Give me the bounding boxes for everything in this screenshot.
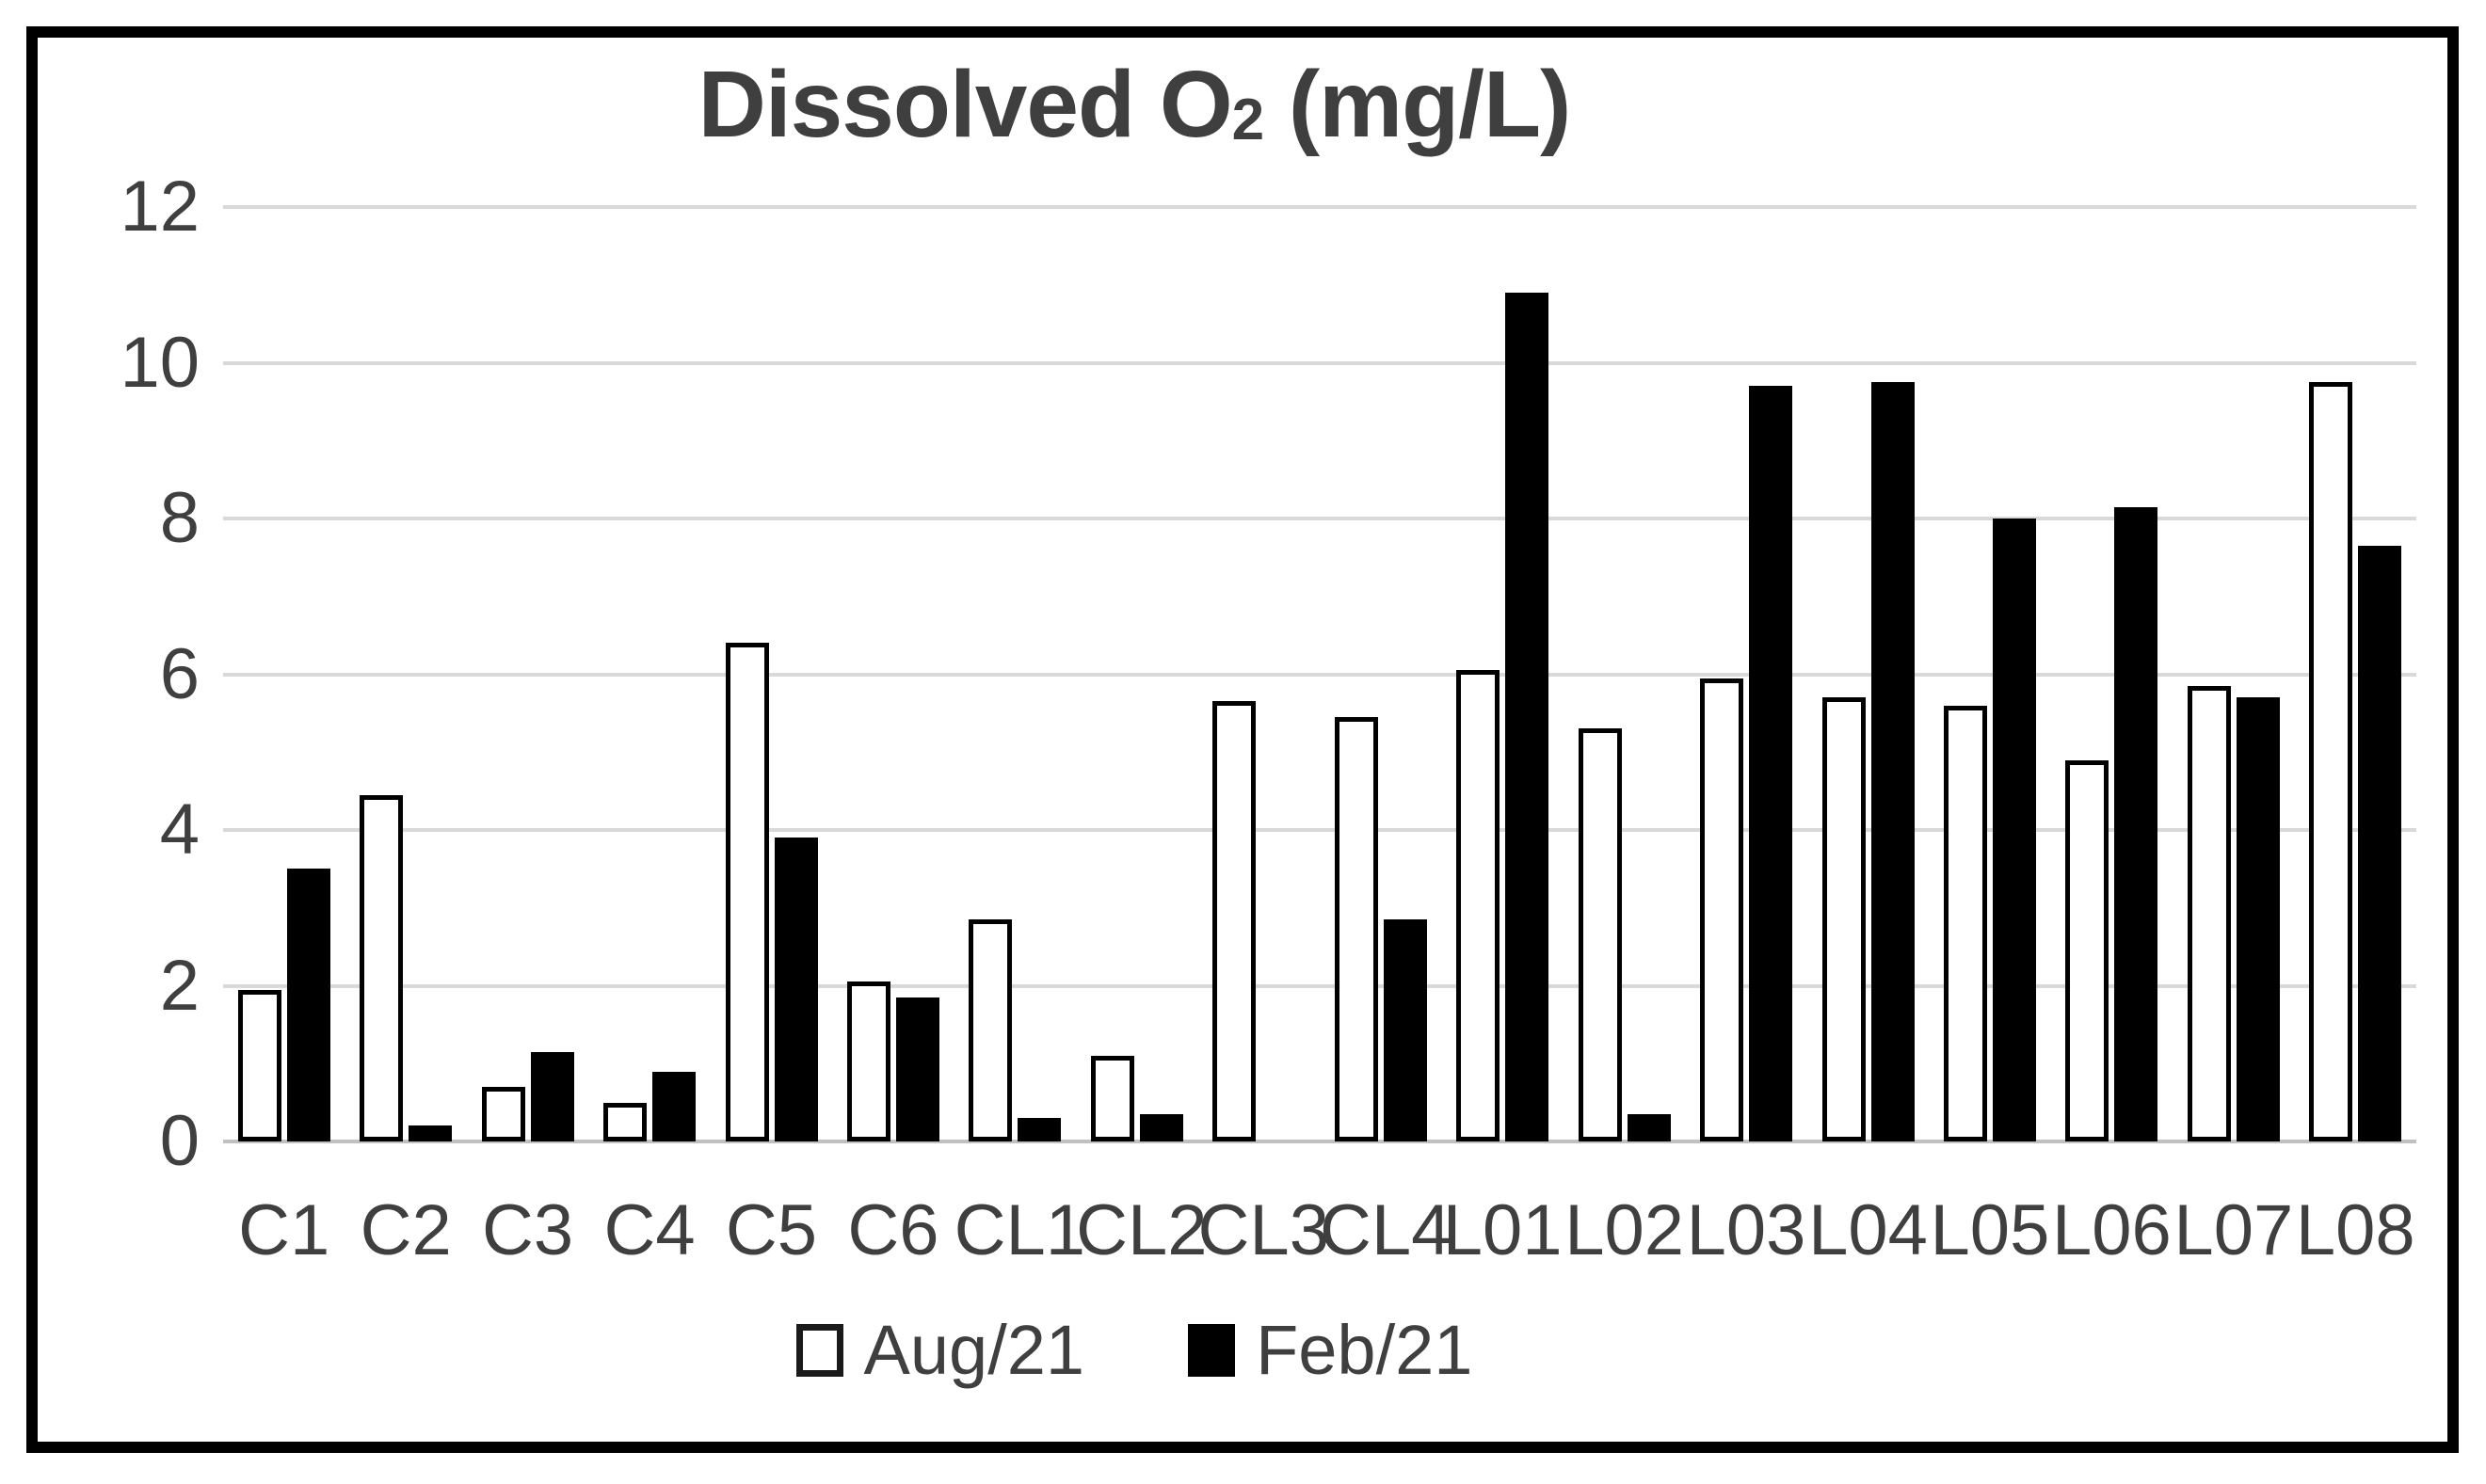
bar-feb21-l01 <box>1505 293 1548 1141</box>
bar-feb21-cl1 <box>1018 1118 1061 1141</box>
title-units: (mg/L) <box>1263 52 1571 157</box>
chart-title: Dissolved O2 (mg/L) <box>38 51 2231 159</box>
bar-feb21-c1 <box>287 869 330 1141</box>
bar-aug21-c3 <box>482 1087 525 1141</box>
bar-aug21-c4 <box>603 1103 647 1141</box>
bar-aug21-l02 <box>1579 728 1622 1141</box>
bar-aug21-cl3 <box>1212 701 1256 1141</box>
title-text: Dissolved O <box>698 52 1233 157</box>
x-tick-label-l08: L08 <box>2295 1190 2415 1270</box>
y-tick-label-6: 6 <box>159 633 200 714</box>
bar-feb21-cl4 <box>1384 919 1427 1141</box>
bar-aug21-cl4 <box>1335 717 1378 1141</box>
x-tick-label-cl2: CL2 <box>1076 1190 1208 1270</box>
feb21-swatch-icon <box>1188 1323 1236 1377</box>
legend-label-feb21: Feb/21 <box>1256 1311 1473 1389</box>
y-tick-label-10: 10 <box>120 322 200 403</box>
y-tick-label-2: 2 <box>159 945 200 1026</box>
bar-feb21-l03 <box>1749 386 1792 1141</box>
bar-feb21-l06 <box>2114 507 2157 1141</box>
bar-feb21-l07 <box>2237 697 2280 1141</box>
x-tick-label-cl1: CL1 <box>954 1190 1086 1270</box>
x-tick-label-cl3: CL3 <box>1197 1190 1329 1270</box>
bar-aug21-c5 <box>726 643 769 1141</box>
bar-feb21-cl2 <box>1140 1114 1183 1141</box>
x-tick-label-c2: C2 <box>360 1190 452 1270</box>
legend-label-aug21: Aug/21 <box>863 1311 1085 1389</box>
plot-area <box>223 205 2416 1143</box>
bar-aug21-l01 <box>1456 670 1500 1141</box>
x-tick-label-c6: C6 <box>847 1190 939 1270</box>
bar-feb21-c2 <box>409 1125 452 1141</box>
gridline-12 <box>223 205 2416 209</box>
bar-feb21-l04 <box>1871 382 1915 1141</box>
bar-feb21-c5 <box>775 838 818 1141</box>
x-tick-label-c4: C4 <box>603 1190 696 1270</box>
bar-feb21-c3 <box>531 1052 574 1141</box>
x-tick-label-cl4: CL4 <box>1320 1190 1452 1270</box>
legend-item-feb21: Feb/21 <box>1188 1310 1472 1390</box>
legend-item-aug21: Aug/21 <box>795 1310 1085 1390</box>
gridline-2 <box>223 983 2416 988</box>
bar-aug21-c6 <box>847 981 890 1141</box>
bar-aug21-cl1 <box>969 919 1012 1141</box>
gridline-8 <box>223 517 2416 520</box>
x-tick-label-l02: L02 <box>1564 1190 1684 1270</box>
bar-feb21-l02 <box>1628 1114 1671 1141</box>
y-tick-label-0: 0 <box>159 1101 200 1181</box>
y-tick-label-4: 4 <box>159 790 200 870</box>
x-tick-label-l06: L06 <box>2051 1190 2172 1270</box>
bar-aug21-c2 <box>360 795 403 1141</box>
bar-feb21-l05 <box>1993 519 2036 1141</box>
gridline-6 <box>223 672 2416 677</box>
y-tick-label-12: 12 <box>120 167 200 247</box>
y-tick-label-8: 8 <box>159 478 200 558</box>
bar-aug21-l03 <box>1700 678 1743 1141</box>
x-tick-label-c5: C5 <box>725 1190 818 1270</box>
title-subscript: 2 <box>1231 88 1264 153</box>
x-tick-label-c1: C1 <box>238 1190 330 1270</box>
bar-aug21-l06 <box>2065 760 2109 1141</box>
bar-aug21-l07 <box>2188 686 2231 1141</box>
legend: Aug/21 Feb/21 <box>38 1310 2231 1390</box>
bar-aug21-l05 <box>1944 706 1987 1141</box>
bar-feb21-l08 <box>2358 546 2401 1141</box>
bar-aug21-l08 <box>2309 382 2352 1141</box>
x-tick-label-l05: L05 <box>1930 1190 2050 1270</box>
bar-aug21-l04 <box>1822 697 1866 1141</box>
x-tick-label-l07: L07 <box>2173 1190 2294 1270</box>
x-axis-line <box>223 1140 2416 1143</box>
gridline-10 <box>223 360 2416 365</box>
gridline-4 <box>223 828 2416 832</box>
x-tick-label-c3: C3 <box>482 1190 574 1270</box>
bar-aug21-cl2 <box>1091 1056 1134 1141</box>
bar-aug21-c1 <box>238 990 281 1141</box>
x-tick-label-l01: L01 <box>1442 1190 1563 1270</box>
bar-feb21-c4 <box>652 1072 696 1141</box>
aug21-swatch-icon <box>795 1323 843 1377</box>
x-tick-label-l04: L04 <box>1808 1190 1928 1270</box>
x-tick-label-l03: L03 <box>1686 1190 1806 1270</box>
chart-frame: Dissolved O2 (mg/L) 0 2 4 6 8 10 12 C1 C2 C3 C4 C5… <box>26 26 2459 1453</box>
bar-feb21-c6 <box>896 997 939 1141</box>
